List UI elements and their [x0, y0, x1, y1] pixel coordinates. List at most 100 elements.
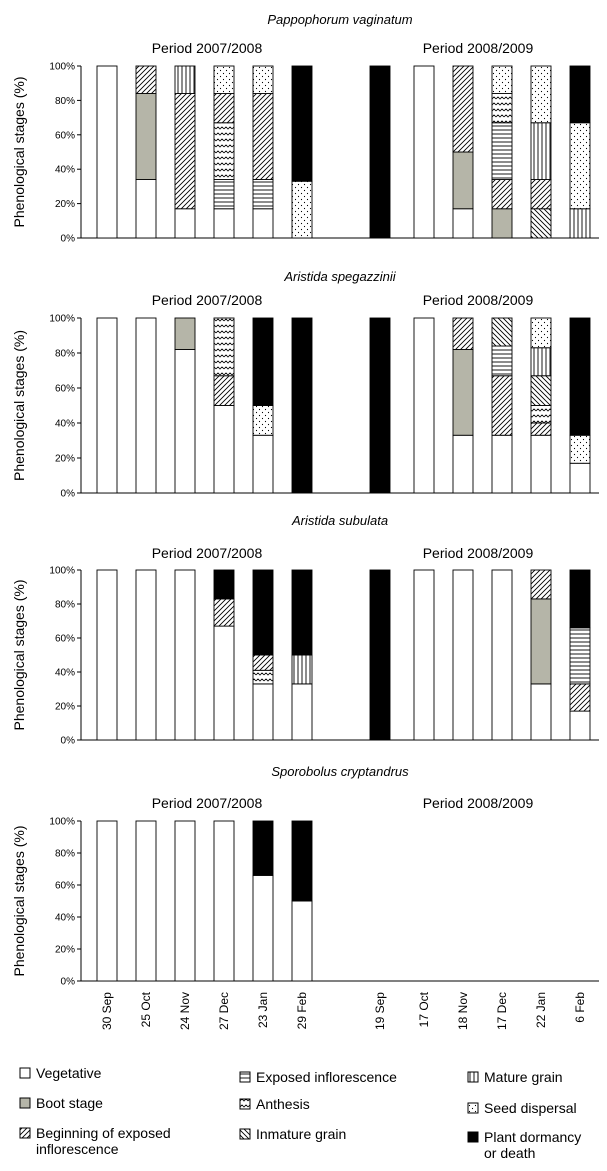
legend-item-mature: Mature grain — [467, 1069, 563, 1085]
bar-segment-seed — [491, 65, 513, 94]
bar-segment-beginning-exposed — [452, 317, 474, 350]
bar-segment-vegetative — [213, 208, 235, 239]
legend-swatch — [239, 1128, 251, 1140]
legend-label: Vegetative — [36, 1065, 102, 1081]
period-label: Period 2007/2008 — [152, 795, 263, 811]
stacked-bar — [135, 65, 157, 239]
bar-segment-vegetative — [96, 820, 118, 982]
y-tick-label: 40% — [55, 668, 75, 679]
stacked-bar — [291, 65, 313, 239]
legend-label: Beginning of exposed — [36, 1125, 171, 1141]
x-date-label: 30 Sep — [100, 992, 114, 1030]
legend-item-anthesis: Anthesis — [239, 1096, 310, 1112]
bar-segment-dormancy — [369, 569, 391, 741]
bar-segment-dormancy — [569, 317, 591, 436]
x-date-label: 17 Dec — [495, 992, 509, 1030]
bar-segment-seed — [252, 65, 274, 94]
bar-segment-vegetative — [252, 683, 274, 741]
bar-segment-vegetative — [135, 569, 157, 741]
bar-segment-vegetative — [413, 65, 435, 239]
y-tick-label: 0% — [61, 234, 76, 245]
legend-swatch — [239, 1098, 251, 1110]
stacked-bar — [96, 65, 118, 239]
bar-segment-boot — [530, 598, 552, 685]
bar-segment-exposed — [569, 627, 591, 685]
y-tick-label: 80% — [55, 96, 75, 107]
stacked-bar — [291, 569, 313, 741]
bar-segment-dormancy — [291, 317, 313, 494]
y-tick-label: 60% — [55, 384, 75, 395]
bar-segment-mature — [530, 347, 552, 377]
y-tick-label: 100% — [49, 314, 75, 325]
bar-segment-dormancy — [213, 569, 235, 600]
y-tick-label: 0% — [61, 736, 76, 747]
bar-segment-mature — [530, 122, 552, 180]
stacked-bar — [569, 569, 591, 741]
bar-segment-seed — [569, 434, 591, 464]
bar-segment-exposed — [213, 179, 235, 210]
bar-segment-beginning-exposed — [213, 93, 235, 124]
stacked-bar — [291, 317, 313, 494]
stacked-bar — [491, 569, 513, 741]
y-tick-label: 20% — [55, 945, 75, 956]
legend-label: Boot stage — [36, 1095, 103, 1111]
bar-segment-dormancy — [291, 65, 313, 182]
bar-segment-vegetative — [96, 65, 118, 239]
stacked-bar — [369, 569, 391, 741]
chart-panel-4: Sporobolus cryptandrus Period 2007/2008 Pe… — [11, 764, 599, 988]
bar-segment-vegetative — [491, 569, 513, 741]
bar-segment-vegetative — [452, 208, 474, 239]
period-label: Period 2008/2009 — [423, 795, 534, 811]
chart-panel-1: Pappophorum vaginatum Period 2007/2008 Per… — [11, 12, 599, 245]
bar-segment-beginning-exposed — [213, 598, 235, 627]
legend-swatch — [19, 1127, 31, 1139]
bar-segment-beginning-exposed — [491, 375, 513, 436]
legend: Vegetative Boot stage Beginning of exposed… — [19, 1065, 581, 1161]
x-date-label: 24 Nov — [178, 992, 192, 1030]
bar-segment-immature — [530, 208, 552, 239]
y-tick-label: 100% — [49, 817, 75, 828]
bar-segment-mature — [174, 65, 196, 94]
bar-segment-vegetative — [135, 317, 157, 494]
stacked-bar — [291, 820, 313, 982]
period-label: Period 2008/2009 — [423, 292, 534, 308]
legend-label-line2: or death — [484, 1145, 535, 1161]
y-tick-label: 60% — [55, 634, 75, 645]
period-label: Period 2008/2009 — [423, 545, 534, 561]
stacked-bar — [96, 820, 118, 982]
bar-segment-beginning-exposed — [569, 683, 591, 712]
bar-segment-mature — [569, 208, 591, 239]
bar-segment-vegetative — [252, 874, 274, 982]
legend-label: Inmature grain — [256, 1126, 346, 1142]
bar-segment-vegetative — [252, 208, 274, 239]
stacked-bar — [569, 65, 591, 239]
bar-segment-vegetative — [135, 179, 157, 239]
bar-segment-immature — [491, 317, 513, 347]
legend-item-seed: Seed dispersal — [467, 1100, 577, 1116]
chart-panel-3: Aristida subulata Period 2007/2008 Period … — [11, 513, 599, 747]
y-tick-label: 40% — [55, 913, 75, 924]
chart-panel-2: Aristida spegazzinii Period 2007/2008 Peri… — [11, 269, 599, 500]
bar-segment-dormancy — [252, 317, 274, 406]
bar-segment-beginning-exposed — [452, 65, 474, 153]
legend-swatch — [19, 1067, 31, 1079]
bar-segment-seed — [291, 180, 313, 239]
bar-segment-boot — [174, 317, 196, 350]
bar-segment-beginning-exposed — [530, 569, 552, 600]
bar-segment-vegetative — [452, 569, 474, 741]
stacked-bar — [213, 569, 235, 741]
stacked-bar — [174, 569, 196, 741]
stacked-bar — [135, 820, 157, 982]
bar-segment-beginning-exposed — [213, 375, 235, 406]
bar-segment-vegetative — [452, 434, 474, 494]
bar-segment-vegetative — [252, 434, 274, 494]
bar-segment-dormancy — [369, 65, 391, 239]
x-date-label: 19 Sep — [373, 992, 387, 1030]
stacked-bar — [452, 65, 474, 239]
bar-segment-vegetative — [174, 208, 196, 239]
bar-segment-vegetative — [569, 462, 591, 494]
x-axis-date-labels: 30 Sep 25 Oct 24 Nov 27 Dec 23 Jan 29 Feb 19 S… — [100, 991, 587, 1030]
bar-segment-seed — [213, 65, 235, 94]
stacked-bar — [369, 317, 391, 494]
y-tick-label: 20% — [55, 454, 75, 465]
